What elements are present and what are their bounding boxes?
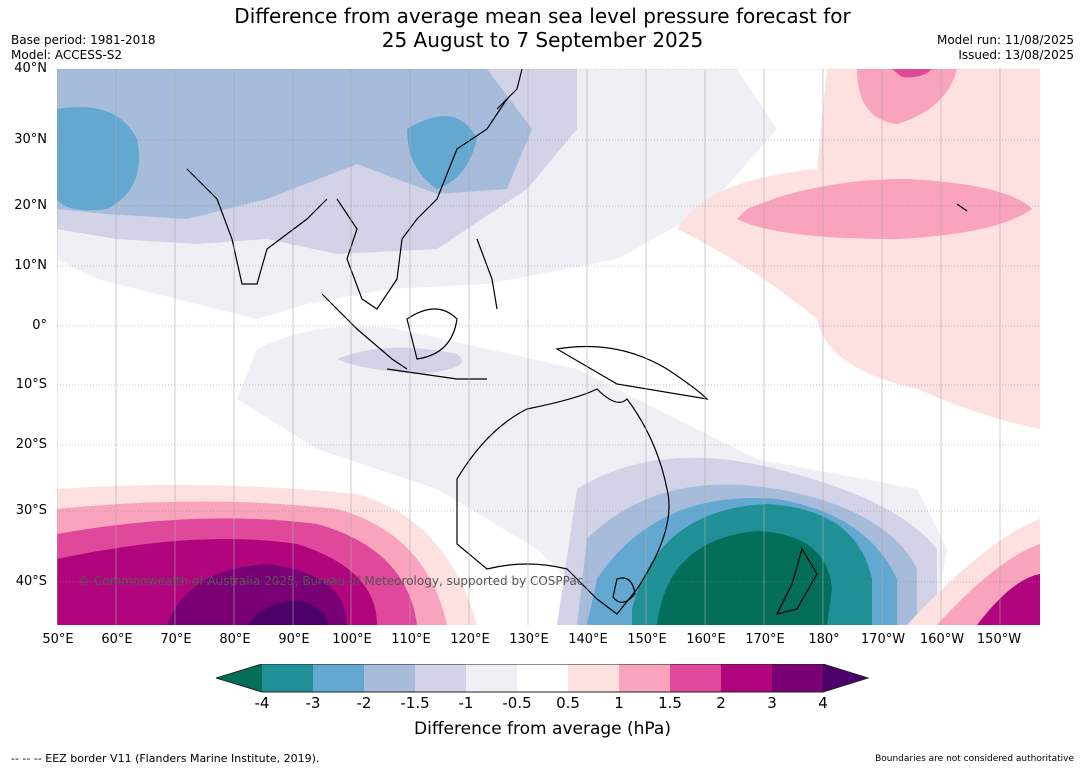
lon-label-180: 180° [808,632,840,647]
colorbar-segment-12 [823,664,868,692]
colorbar-label-neg0-5: -0.5 [502,694,532,712]
coastline-hawaii [956,203,968,212]
coastline-java [386,368,487,380]
colorbar-segment-11 [772,664,823,692]
map-canvas [57,69,1040,625]
colorbar-label-0-5: 0.5 [556,694,580,712]
colorbar-label-4: 4 [818,694,828,712]
lon-label-100e: 100°E [332,632,372,647]
colorbar-segment-6 [517,664,568,692]
colorbar [216,664,870,693]
graticule [57,69,1040,625]
lon-label-170e: 170°E [745,632,785,647]
coastline-borneo [406,308,458,360]
colorbar-label-neg3: -3 [305,694,321,712]
eez-border-note: -- -- -- EEZ border V11 (Flanders Marine… [11,752,320,765]
boundaries-disclaimer: Boundaries are not considered authoritat… [875,754,1074,764]
anomaly-region-neg-1-ocean [337,347,462,374]
model-name: Model: ACCESS-S2 [11,48,123,62]
anomaly-region-pos-2-north [892,69,932,78]
colorbar-segment-3 [364,664,415,692]
colorbar-label-neg4: -4 [254,694,270,712]
copyright-credit: © Commonwealth of Australia 2025, Bureau… [78,574,584,588]
anomaly-region-neg-2-china [407,116,477,189]
lat-label-40n: 40°N [14,61,47,76]
lon-label-120e: 120°E [450,632,490,647]
anomaly-region-pos-0-5-pacific [677,69,1040,429]
lon-label-160w: 160°W [919,632,965,647]
colorbar-segment-9 [670,664,721,692]
colorbar-segment-5 [466,664,517,692]
colorbar-title: Difference from average (hPa) [414,719,671,739]
colorbar-segment-10 [721,664,772,692]
coastline-indochina [336,98,508,310]
lat-label-20s: 20°S [15,437,47,452]
model-run-info: Model run: 11/08/2025 Issued: 13/08/2025 [937,33,1074,63]
issued-date: Issued: 13/08/2025 [958,48,1074,62]
lon-label-50e: 50°E [42,632,74,647]
lat-label-20n: 20°N [14,198,47,213]
anomaly-region-neg-2-west [57,107,139,211]
lon-label-80e: 80°E [219,632,251,647]
colorbar-label-2: 2 [716,694,726,712]
lat-label-10n: 10°N [14,258,47,273]
colorbar-label-1-5: 1.5 [658,694,682,712]
anomaly-region-pos-2-south-east [977,574,1040,625]
lon-label-150w: 150°W [976,632,1022,647]
pressure-anomaly-map [57,69,1040,625]
anomaly-region-neg-1-5-north [57,69,532,219]
lat-label-30n: 30°N [14,132,47,147]
lat-label-0: 0° [32,318,47,333]
coastline-tasmania [612,577,636,603]
lon-label-60e: 60°E [101,632,133,647]
map-title: Difference from average mean sea level p… [0,4,1085,52]
coastline-japan [496,69,523,110]
title-line-2: 25 August to 7 September 2025 [381,28,704,52]
title-line-1: Difference from average mean sea level p… [234,4,851,28]
colorbar-segment-0 [216,664,262,692]
colorbar-label-1: 1 [614,694,624,712]
coastline-new-zealand [775,547,818,615]
colorbar-segment-8 [619,664,670,692]
lon-label-150e: 150°E [627,632,667,647]
coastline-australia [456,388,670,615]
base-period: Base period: 1981-2018 [11,33,156,47]
anomaly-region-pos-4-south-west [247,600,329,625]
colorbar-label-3: 3 [767,694,777,712]
lon-label-160e: 160°E [686,632,726,647]
model-run: Model run: 11/08/2025 [936,33,1074,47]
coastline-philippines [476,238,498,310]
colorbar-label-neg1: -1 [458,694,474,712]
lat-label-30s: 30°S [15,503,47,518]
lat-label-40s: 40°S [15,574,47,589]
lon-label-70e: 70°E [160,632,192,647]
lon-label-110e: 110°E [391,632,431,647]
colorbar-segment-1 [262,664,313,692]
colorbar-segment-2 [313,664,364,692]
colorbar-label-neg1-5: -1.5 [400,694,430,712]
coastline-sumatra [321,293,408,370]
lon-label-170w: 170°W [860,632,906,647]
anomaly-region-pos-1-pacific [737,179,1032,239]
anomaly-region-neg-4 [657,531,832,625]
lat-label-10s: 10°S [15,377,47,392]
colorbar-label-neg2: -2 [356,694,372,712]
coastline-india [186,168,328,285]
lon-label-130e: 130°E [509,632,549,647]
lon-label-140e: 140°E [568,632,608,647]
colorbar-segment-4 [415,664,466,692]
coastline-new-guinea [555,345,709,400]
base-period-info: Base period: 1981-2018 Model: ACCESS-S2 [11,33,156,63]
colorbar-segment-7 [568,664,619,692]
lon-label-90e: 90°E [278,632,310,647]
coastlines [186,69,968,615]
